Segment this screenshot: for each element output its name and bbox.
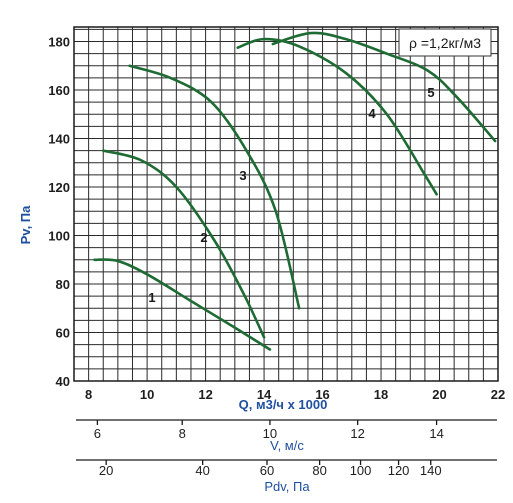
y-tick-label: 180 xyxy=(48,35,70,50)
grid xyxy=(73,27,499,382)
x-tick-label: 20 xyxy=(432,387,446,402)
dynamic-pressure-axis-tick-label: 140 xyxy=(420,463,442,478)
dynamic-pressure-axis-tick-label: 100 xyxy=(350,463,372,478)
y-tick-labels: 40 60 80 100 120 140 160 180 xyxy=(48,35,70,389)
curve-3 xyxy=(128,64,301,310)
density-note-text: ρ =1,2кг/м3 xyxy=(409,35,481,51)
y-tick-label: 40 xyxy=(56,374,70,389)
y-tick-label: 140 xyxy=(48,132,70,147)
y-tick-label: 60 xyxy=(56,326,70,341)
dynamic-pressure-axis-tick-label: 80 xyxy=(312,463,326,478)
curve-label-1: 1 xyxy=(148,290,155,305)
x-tick-label: 22 xyxy=(491,387,505,402)
y-tick-label: 120 xyxy=(48,180,70,195)
dynamic-pressure-axis-tick-label: 60 xyxy=(260,463,274,478)
curve-2 xyxy=(101,149,266,339)
curves xyxy=(93,31,497,351)
curve-1 xyxy=(93,258,272,351)
x-axis-label: Q, м3/ч х 1000 xyxy=(239,397,328,412)
velocity-axis-tick-label: 10 xyxy=(263,426,277,441)
density-note-box xyxy=(398,28,492,57)
density-note: ρ =1,2кг/м3 xyxy=(398,28,492,57)
x-tick-label: 12 xyxy=(198,387,212,402)
curve-label-3: 3 xyxy=(239,168,246,183)
x-tick-label: 10 xyxy=(140,387,154,402)
velocity-axis-tick-label: 8 xyxy=(179,426,186,441)
y-tick-label: 80 xyxy=(56,277,70,292)
plot-frame xyxy=(73,26,499,382)
y-tick-label: 100 xyxy=(48,229,70,244)
plot-border xyxy=(73,26,499,382)
velocity-axis-tick-label: 6 xyxy=(94,426,101,441)
dynamic-pressure-axis-tick-label: 40 xyxy=(195,463,209,478)
curve-label-4: 4 xyxy=(368,106,376,121)
x-tick-label: 16 xyxy=(315,387,329,402)
velocity-axis-label: V, м/с xyxy=(270,438,304,453)
curve-label-2: 2 xyxy=(200,230,207,245)
x-tick-label: 14 xyxy=(257,387,272,402)
curve-label-5: 5 xyxy=(427,85,434,100)
velocity-axis: 6 8 10 12 14 V, м/с xyxy=(76,419,497,453)
velocity-axis-tick-label: 12 xyxy=(350,426,364,441)
dynamic-pressure-axis-tick-label: 20 xyxy=(99,463,113,478)
y-tick-label: 160 xyxy=(48,83,70,98)
dynamic-pressure-axis-tick-label: 120 xyxy=(388,463,410,478)
dynamic-pressure-axis-label: Pdv, Па xyxy=(264,479,310,494)
x-tick-labels: 8 10 12 14 16 18 20 22 xyxy=(85,387,505,402)
x-tick-label: 8 xyxy=(85,387,92,402)
x-tick-label: 18 xyxy=(374,387,388,402)
velocity-axis-tick-label: 14 xyxy=(429,426,443,441)
dynamic-pressure-axis: 20 40 60 80 100 120 140 Pdv, Па xyxy=(76,459,497,494)
curve-labels: 1 2 3 4 5 xyxy=(148,85,434,305)
curve-5 xyxy=(271,31,497,143)
curve-4 xyxy=(236,37,438,196)
y-axis-label: Pv, Па xyxy=(18,205,33,245)
